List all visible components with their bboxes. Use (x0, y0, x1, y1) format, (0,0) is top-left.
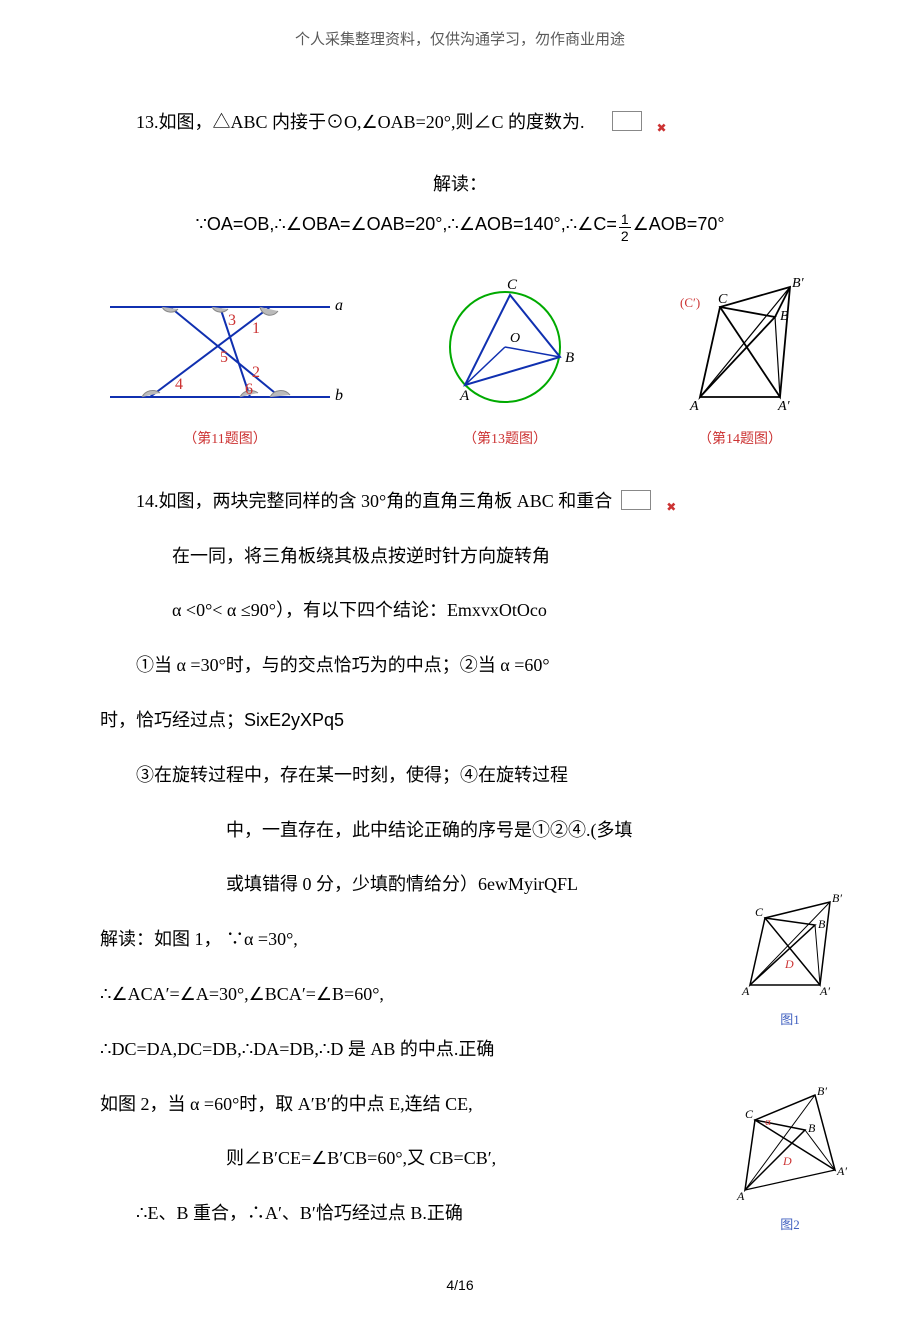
svg-text:B: B (808, 1121, 816, 1135)
side-figure-1-svg: A A′ B B′ C D (730, 890, 850, 1000)
svg-text:2: 2 (252, 364, 260, 381)
page-number: 4/16 (100, 1277, 820, 1293)
figure-11-caption: （第11题图） (100, 428, 350, 448)
svg-text:B: B (780, 309, 789, 324)
page: 个人采集整理资料，仅供沟通学习，勿作商业用途 13.如图，△ABC 内接于⊙O,… (0, 0, 920, 1333)
figure-14: A A′ B B′ C (C′) （第14题图） (660, 267, 820, 448)
q14-line5: ③在旋转过程中，存在某一时刻，使得；④在旋转过程 (100, 752, 820, 799)
q14-line6: 中，一直存在，此中结论正确的序号是①②④.(多填 (100, 807, 820, 854)
figure-11-svg: 3 1 5 2 4 6 a b (100, 277, 350, 417)
broken-image-icon (612, 111, 642, 131)
svg-text:B: B (818, 917, 826, 931)
side-figure-1-caption: 图1 (720, 1009, 860, 1028)
svg-text:α: α (765, 1116, 771, 1128)
svg-text:5: 5 (220, 349, 228, 366)
q13-text-span: 13.如图，△ABC 内接于⊙O,∠OAB=20°,则∠C 的度数为. (136, 112, 585, 132)
q14-sol-l1: ∴∠ACA′=∠A=30°,∠BCA′=∠B=60°, (100, 971, 820, 1018)
svg-text:A′: A′ (836, 1164, 847, 1178)
side-figure-2: α A A′ B B′ C D 图2 (720, 1085, 860, 1233)
figure-13-caption: （第13题图） (415, 428, 595, 448)
q13-solution-line: ∵OA=OB,∴∠OBA=∠OAB=20°,∴∠AOB=140°,∴∠C=12∠… (100, 212, 820, 243)
figure-14-svg: A A′ B B′ C (C′) (660, 267, 820, 417)
q14-line2: 在一同，将三角板绕其极点按逆时针方向旋转角 (100, 533, 820, 580)
svg-text:3: 3 (228, 312, 236, 329)
figure-13: A B C O （第13题图） (415, 267, 595, 448)
side-figure-2-svg: α A A′ B B′ C D (725, 1085, 855, 1205)
q14-line3: α <0°< α ≤90°），有以下四个结论：EmxvxOtOco (100, 587, 820, 634)
q14-sol-l5: ∴E、B 重合，∴A′、B′恰巧经过点 B.正确 (100, 1190, 820, 1237)
svg-text:O: O (510, 331, 520, 346)
broken-image-icon (621, 490, 651, 510)
svg-text:A: A (736, 1189, 745, 1203)
svg-text:B′: B′ (832, 891, 842, 905)
q14-sol-l4: 则∠B′CE=∠B′CB=60°,又 CB=CB′, (100, 1135, 820, 1182)
q14-line1: 14.如图，两块完整同样的含 30°角的直角三角板 ABC 和重合 (100, 478, 820, 525)
svg-text:1: 1 (252, 320, 260, 337)
svg-text:b: b (335, 387, 343, 404)
svg-text:A: A (741, 984, 750, 998)
q13-solution-label: 解读： (100, 170, 820, 196)
q14-line4a: ①当 α =30°时，与的交点恰巧为的中点；②当 α =60° (100, 642, 820, 689)
header-note: 个人采集整理资料，仅供沟通学习，勿作商业用途 (100, 28, 820, 49)
svg-text:4: 4 (175, 376, 183, 393)
q13-text: 13.如图，△ABC 内接于⊙O,∠OAB=20°,则∠C 的度数为. (100, 99, 820, 146)
svg-text:D: D (782, 1154, 792, 1168)
side-figure-2-caption: 图2 (720, 1214, 860, 1233)
q14-line4b: 时，恰巧经过点；SixE2yXPq5 (100, 697, 820, 744)
svg-text:C: C (745, 1107, 754, 1121)
q14-sol-l3: 如图 2，当 α =60°时，取 A′B′的中点 E,连结 CE, (100, 1081, 820, 1128)
svg-text:B′: B′ (792, 276, 805, 291)
figure-13-svg: A B C O (415, 267, 595, 417)
svg-text:A: A (689, 399, 699, 414)
side-figure-1: A A′ B B′ C D 图1 (720, 890, 860, 1028)
fraction: 12 (619, 212, 631, 243)
q14-line7: 或填错得 0 分，少填酌情给分）6ewMyirQFL (100, 861, 820, 908)
svg-text:6: 6 (245, 381, 253, 398)
q14-sol-label: 解读：如图 1， ∵α =30°, (100, 916, 820, 963)
svg-text:C: C (718, 292, 728, 307)
svg-text:B: B (565, 350, 574, 366)
q14-sol-l2: ∴DC=DA,DC=DB,∴DA=DB,∴D 是 AB 的中点.正确 (100, 1026, 820, 1073)
figure-11: 3 1 5 2 4 6 a b （第11题图） (100, 277, 350, 448)
svg-text:(C′): (C′) (680, 295, 700, 310)
svg-text:C: C (507, 277, 518, 293)
svg-text:A′: A′ (819, 984, 830, 998)
svg-text:A′: A′ (777, 399, 791, 414)
figure-14-caption: （第14题图） (660, 428, 820, 448)
svg-text:C: C (755, 905, 764, 919)
svg-text:A: A (459, 388, 470, 404)
svg-text:a: a (335, 297, 343, 314)
svg-text:D: D (784, 957, 794, 971)
figures-row: 3 1 5 2 4 6 a b （第11题图） A B C (100, 267, 820, 448)
svg-text:B′: B′ (817, 1085, 827, 1098)
